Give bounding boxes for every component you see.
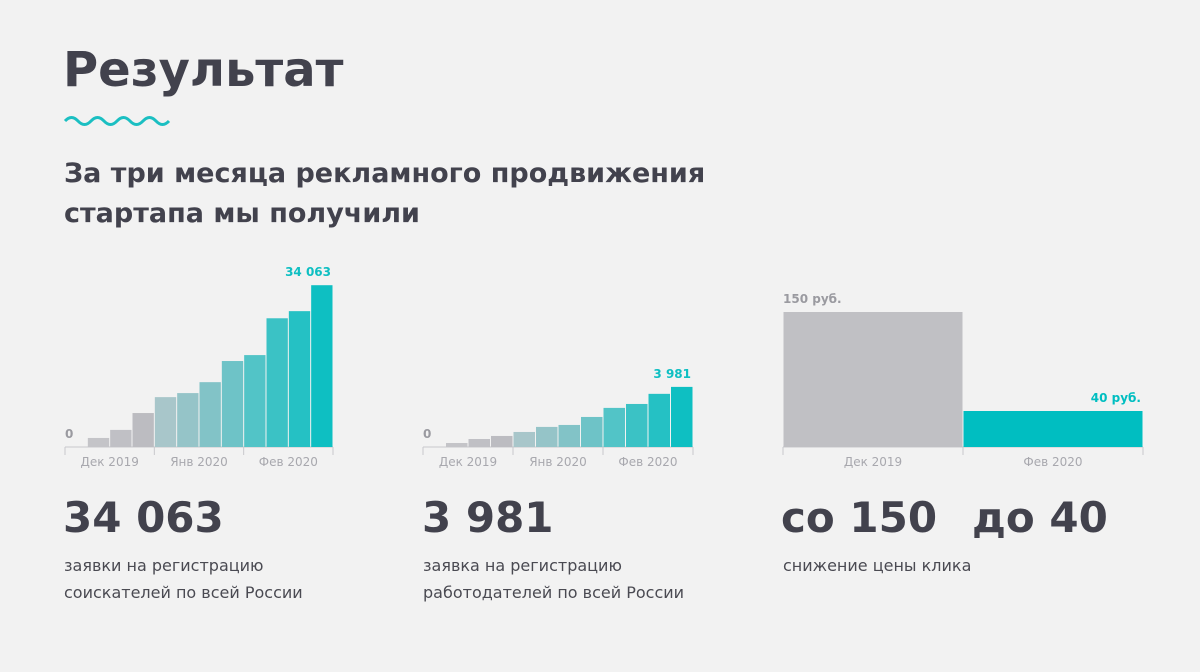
bar [87,437,110,447]
value-label: 0 [65,427,73,441]
bar [221,361,244,447]
stat-value: 34 063 [63,493,224,542]
value-label: 40 руб. [1091,391,1141,405]
stat-text: заявка на регистрацию [423,556,622,575]
stat-value: до 40 [972,493,1108,542]
bar [513,431,535,447]
x-label: Дек 2019 [80,455,138,469]
bar [199,382,221,447]
value-label: 0 [423,427,431,441]
wave-decoration [63,116,171,126]
bar [581,416,603,447]
subtitle-line: За три месяца рекламного продвижения [64,158,705,189]
bar [177,393,199,447]
bar [536,426,558,447]
bar [468,438,490,447]
x-label: Янв 2020 [529,455,587,469]
x-label: Фев 2020 [1023,455,1082,469]
value-label: 3 981 [653,367,691,381]
stat-text: заявки на регистрацию [64,556,264,575]
bar [558,424,580,447]
bar [154,397,177,447]
bar [648,393,670,447]
bar [626,403,648,447]
bar [266,318,288,447]
bar [603,407,625,447]
bar [311,285,333,447]
x-label: Дек 2019 [844,455,902,469]
value-label: 34 063 [285,265,331,279]
bar [491,435,513,447]
bar [446,442,468,447]
x-label: Фев 2020 [259,455,318,469]
stat-text: соискателей по всей России [64,583,303,602]
bar [110,429,132,447]
bar [671,386,693,447]
x-label: Янв 2020 [170,455,228,469]
stat-value: 3 981 [422,493,554,542]
bar [963,411,1143,447]
bar [244,355,266,447]
bar [132,413,154,447]
x-label: Фев 2020 [618,455,677,469]
subtitle-line: стартапа мы получили [64,198,420,229]
value-label: 150 руб. [783,292,842,306]
stat-text: снижение цены клика [783,556,971,575]
title: Результат [63,42,344,98]
stat-value: со 150 [781,493,937,542]
stat-text: работодателей по всей России [423,583,684,602]
bar [783,312,963,447]
x-label: Дек 2019 [439,455,497,469]
bar [288,311,311,447]
